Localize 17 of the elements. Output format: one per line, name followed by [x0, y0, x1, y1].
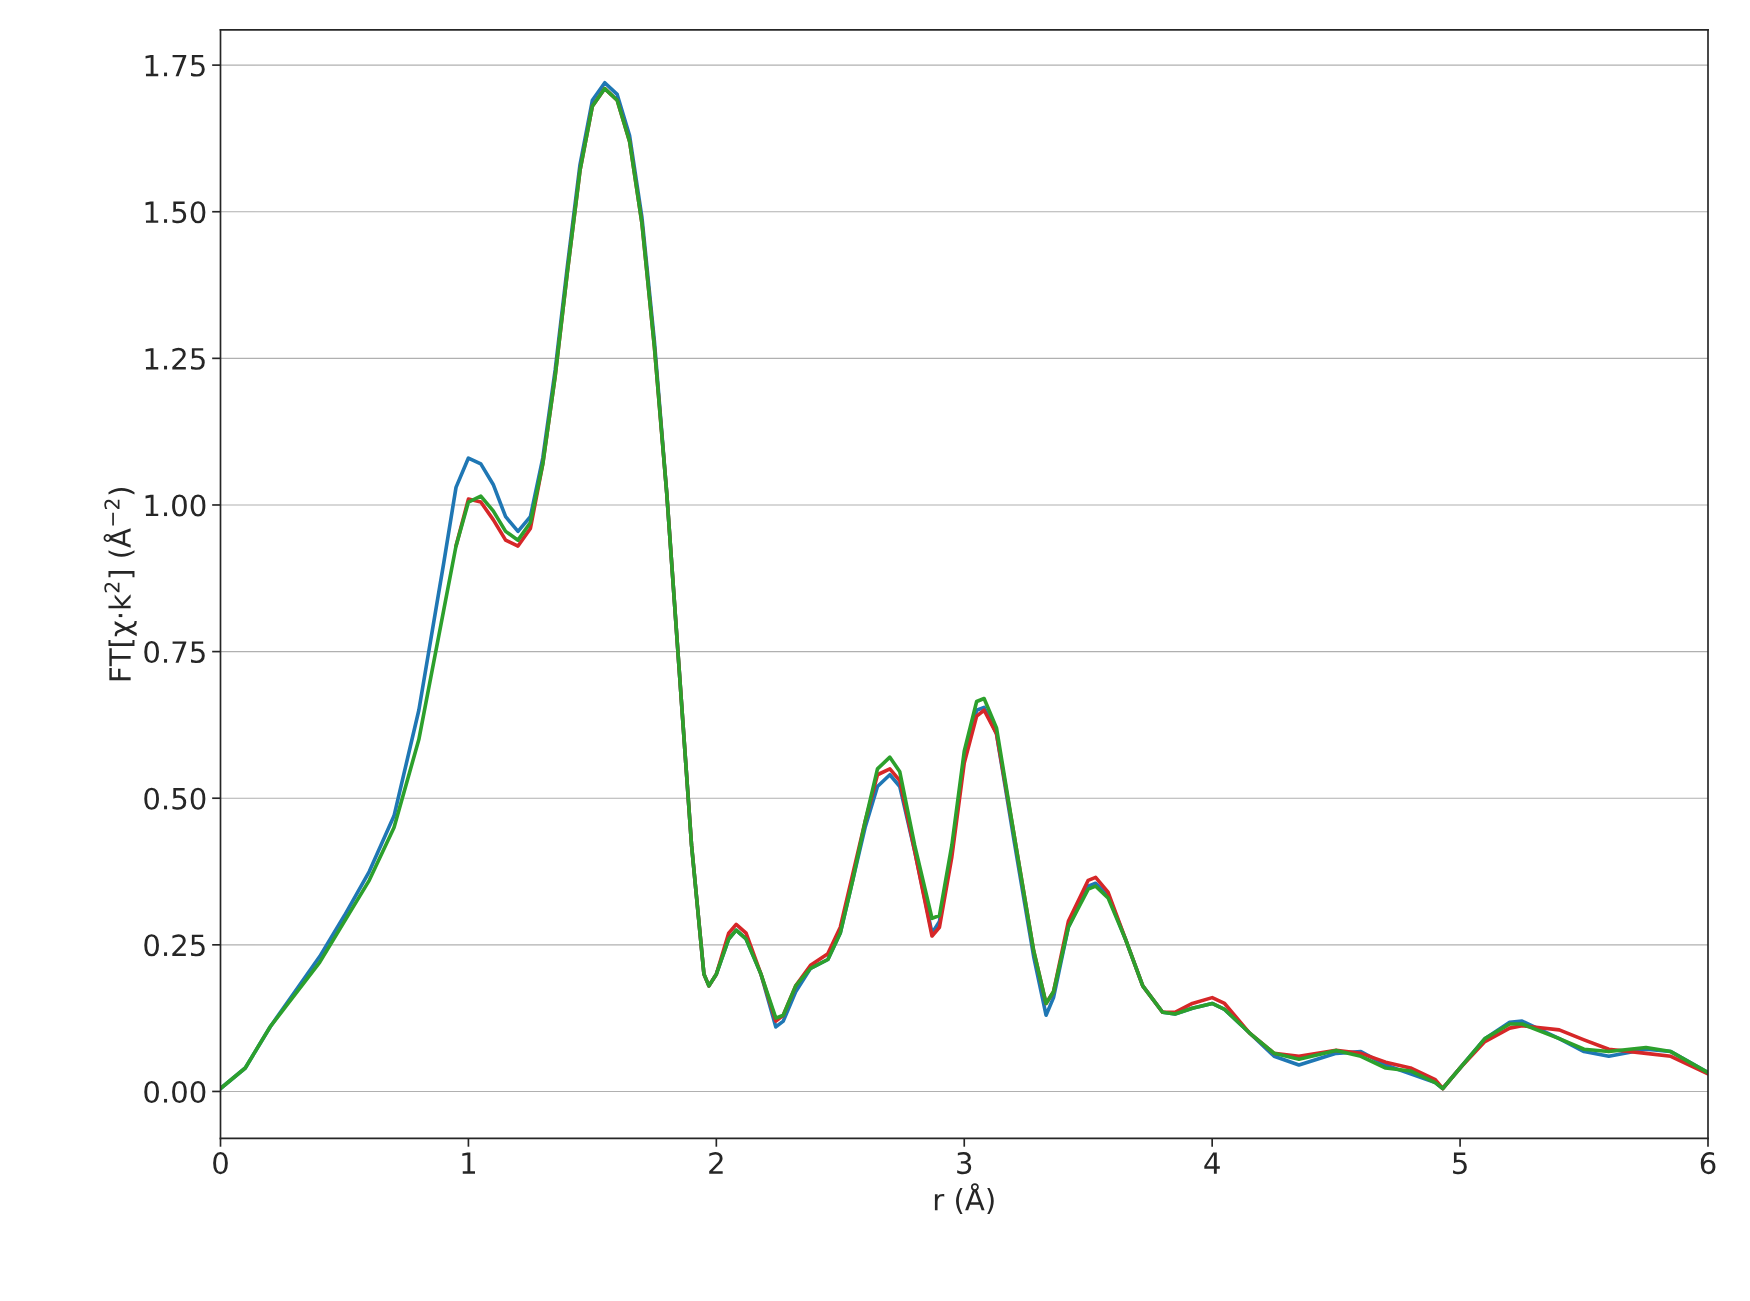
y-tick-label: 0.00	[144, 1080, 206, 1103]
x-tick-label: 6	[1700, 1152, 1716, 1175]
x-tick-label: 4	[1204, 1152, 1220, 1174]
y-tick-label: 1.25	[145, 347, 205, 370]
y-tick-label: 1.50	[145, 201, 206, 224]
y-tick-label: 1.00	[145, 494, 206, 517]
y-tick-label: 0.75	[144, 641, 205, 664]
x-tick-label: 0	[213, 1152, 228, 1175]
x-tick-label: 3	[957, 1152, 972, 1175]
x-tick-label: 2	[709, 1152, 723, 1174]
y-tick-label: 0.25	[144, 934, 205, 957]
x-axis-title: r (Å)	[934, 1183, 994, 1215]
y-tick-label: 0.50	[144, 787, 206, 810]
y-axis-title: FT[χ·k$^{2}$] (Å$^{−2}$)	[103, 487, 137, 681]
x-tick-label: 1	[462, 1152, 475, 1174]
x-tick-label: 5	[1453, 1152, 1467, 1175]
y-tick-label: 1.75	[145, 54, 205, 77]
